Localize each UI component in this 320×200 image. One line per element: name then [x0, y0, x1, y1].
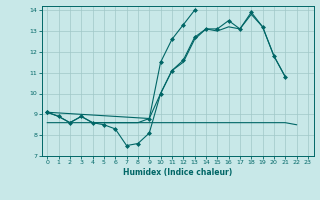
X-axis label: Humidex (Indice chaleur): Humidex (Indice chaleur) [123, 168, 232, 177]
